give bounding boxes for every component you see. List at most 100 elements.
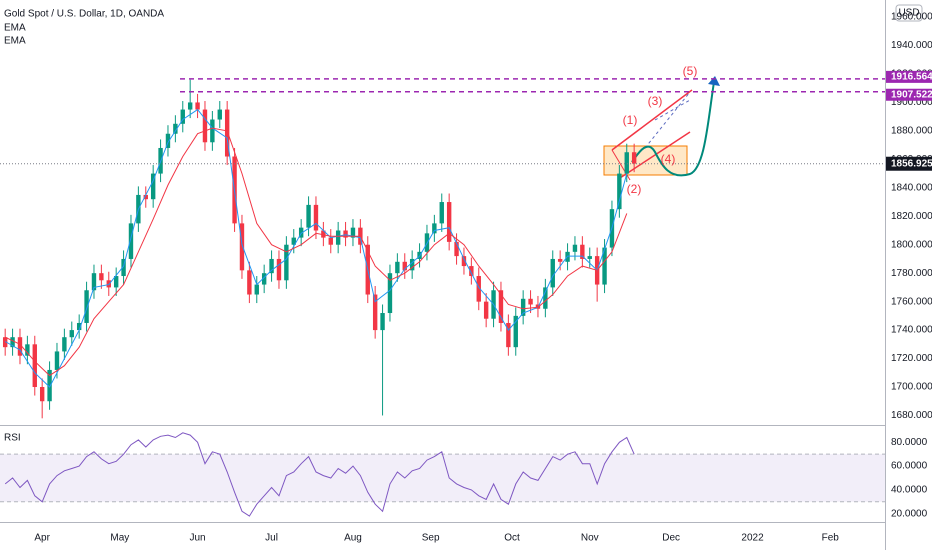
x-tick-label: 2022 xyxy=(741,533,764,544)
level-label: 1907.522 xyxy=(891,89,932,100)
y-tick-label: 1800.000 xyxy=(891,239,932,250)
y-tick-label: 1760.000 xyxy=(891,296,932,307)
path-projection xyxy=(631,81,715,177)
candle-body xyxy=(313,204,319,231)
rsi-band xyxy=(0,454,885,502)
candle-body xyxy=(432,223,437,234)
x-tick-label: Aug xyxy=(344,533,362,544)
y-tick-label: 1700.000 xyxy=(891,382,932,393)
level-tag xyxy=(886,88,932,101)
candle-body xyxy=(121,258,126,277)
rsi-tick-label: 60.0000 xyxy=(891,461,928,472)
candle-body xyxy=(269,258,274,274)
wave-label: (5) xyxy=(683,64,698,78)
rsi-tick-label: 40.0000 xyxy=(891,485,928,496)
candle-body xyxy=(624,152,629,174)
legend-entry: EMA xyxy=(4,23,26,34)
candle-body xyxy=(261,273,267,285)
ema-line xyxy=(4,108,628,388)
candle-body xyxy=(210,119,215,143)
candle-body xyxy=(10,337,15,348)
candle-body xyxy=(180,109,185,124)
candle-body xyxy=(202,109,208,143)
candle-body xyxy=(506,322,511,348)
candle-body xyxy=(572,244,578,252)
wave-label: (1) xyxy=(623,113,638,127)
y-tick-label: 1880.000 xyxy=(891,126,932,137)
candle-body xyxy=(284,244,289,281)
y-tick-label: 1940.000 xyxy=(891,40,932,51)
candle-body xyxy=(195,102,200,110)
x-tick-label: May xyxy=(110,533,129,544)
candle-body xyxy=(113,276,119,288)
candle-body xyxy=(550,258,555,288)
x-tick-label: Sep xyxy=(422,533,440,544)
candle-body xyxy=(461,256,467,267)
y-tick-label: 1820.000 xyxy=(891,211,932,222)
candle-body xyxy=(402,261,407,271)
candle-body xyxy=(32,344,37,388)
candle-body xyxy=(69,330,74,338)
candle-body xyxy=(380,313,385,331)
legend-entry: EMA xyxy=(4,36,26,47)
channel-line xyxy=(619,131,691,179)
wave-label: (2) xyxy=(627,182,642,196)
y-tick-label: 1960.000 xyxy=(891,12,932,23)
candle-body xyxy=(217,109,222,120)
y-tick-label: 1840.000 xyxy=(891,182,932,193)
x-tick-label: Nov xyxy=(581,533,599,544)
candle-body xyxy=(84,290,89,323)
candle-body xyxy=(454,241,459,257)
wave-label: (3) xyxy=(648,94,663,108)
candle-body xyxy=(25,344,30,356)
arrow-head xyxy=(708,76,720,86)
y-tick-label: 1740.000 xyxy=(891,325,932,336)
candle-body xyxy=(631,152,637,164)
rsi-tick-label: 20.0000 xyxy=(891,508,928,519)
candle-body xyxy=(150,173,156,200)
rsi-tick-label: 80.0000 xyxy=(891,437,928,448)
y-tick-label: 1720.000 xyxy=(891,353,932,364)
candle-body xyxy=(306,204,311,228)
drawings xyxy=(603,76,720,181)
candle-body xyxy=(62,337,67,352)
candle-body xyxy=(350,227,356,238)
candle-body xyxy=(239,223,245,271)
x-tick-label: Oct xyxy=(504,533,520,544)
candle-body xyxy=(328,237,333,245)
candle-body xyxy=(409,258,415,271)
y-tick-label: 1680.000 xyxy=(891,410,932,421)
candle-body xyxy=(76,322,82,331)
projection-line xyxy=(654,99,691,121)
candle-body xyxy=(446,202,452,242)
candle-body xyxy=(321,230,326,238)
candle-body xyxy=(335,230,341,245)
last-price-tag xyxy=(886,156,932,171)
rsi-line xyxy=(4,432,635,517)
candle-body xyxy=(143,194,148,200)
candle-body xyxy=(165,133,171,148)
x-tick-label: Dec xyxy=(662,533,680,544)
candle-body xyxy=(224,109,230,157)
candle-body xyxy=(387,273,393,314)
candle-body xyxy=(343,230,348,238)
currency[interactable]: USD xyxy=(898,8,919,19)
candle-body xyxy=(298,227,304,238)
candle-body xyxy=(187,102,193,110)
candle-body xyxy=(54,351,60,370)
candle-body xyxy=(2,337,8,348)
candle-body xyxy=(128,223,134,259)
x-tick-label: Apr xyxy=(34,533,50,544)
candle-body xyxy=(587,256,592,259)
candle-body xyxy=(513,315,518,348)
y-tick-label: 1780.000 xyxy=(891,268,932,279)
candle-body xyxy=(39,387,45,402)
currency-box[interactable] xyxy=(895,4,923,22)
last-price-label: 1856.925 xyxy=(891,158,932,169)
candle-body xyxy=(469,266,474,277)
x-tick-label: Feb xyxy=(822,533,840,544)
candle-body xyxy=(439,202,444,224)
candle-body xyxy=(372,294,378,331)
candle-body xyxy=(483,301,489,319)
